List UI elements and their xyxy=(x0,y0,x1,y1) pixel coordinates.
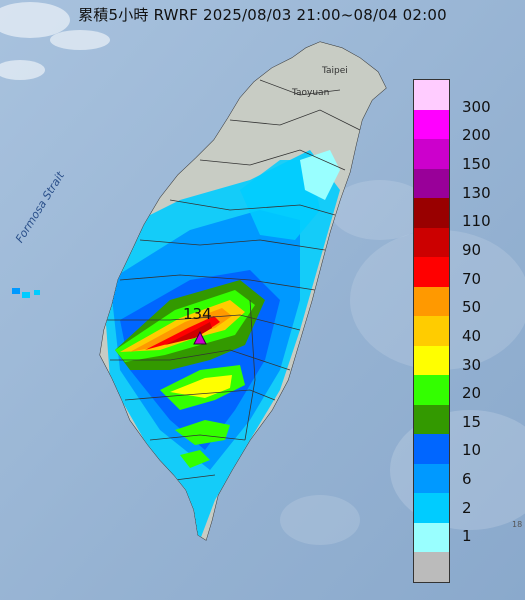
place-taipei: Taipei xyxy=(322,66,348,76)
legend-label: 20 xyxy=(462,384,482,402)
peak-value: 134 xyxy=(183,305,212,323)
legend-swatch xyxy=(414,522,449,552)
legend-label: 70 xyxy=(462,270,482,288)
legend-label: 10 xyxy=(462,441,482,459)
legend-label: 200 xyxy=(462,126,491,144)
edge-label: 18 xyxy=(512,520,523,529)
legend-label: 6 xyxy=(462,470,472,488)
legend-label: 110 xyxy=(462,212,491,230)
legend-swatch xyxy=(414,139,449,169)
map-title: 累積5小時 RWRF 2025/08/03 21:00~08/04 02:00 xyxy=(78,6,447,24)
legend-swatch xyxy=(414,80,449,110)
legend-label: 15 xyxy=(462,413,482,431)
legend-label: 300 xyxy=(462,98,491,116)
legend-label: 130 xyxy=(462,184,491,202)
legend-swatch xyxy=(414,198,449,228)
county-borders xyxy=(105,79,361,481)
legend-swatch xyxy=(414,345,449,375)
legend-label: 150 xyxy=(462,155,491,173)
legend-label: 40 xyxy=(462,327,482,345)
legend-swatch xyxy=(414,109,449,139)
legend-swatch xyxy=(414,552,449,582)
color-legend xyxy=(413,79,450,583)
sea-rain-cells xyxy=(12,288,40,298)
legend-swatch xyxy=(414,257,449,287)
legend-swatch xyxy=(414,434,449,464)
legend-swatch xyxy=(414,375,449,405)
legend-swatch xyxy=(414,493,449,523)
legend-label: 90 xyxy=(462,241,482,259)
legend-swatch xyxy=(414,316,449,346)
peak-marker-icon xyxy=(193,330,207,345)
legend-swatch xyxy=(414,404,449,434)
legend-label: 2 xyxy=(462,499,472,517)
legend-label: 30 xyxy=(462,356,482,374)
place-taoyuan: Taoyuan xyxy=(292,88,330,98)
legend-label: 50 xyxy=(462,298,482,316)
legend-swatch xyxy=(414,227,449,257)
legend-swatch xyxy=(414,168,449,198)
legend-label: 1 xyxy=(462,527,472,545)
legend-swatch xyxy=(414,463,449,493)
legend-swatch xyxy=(414,286,449,316)
